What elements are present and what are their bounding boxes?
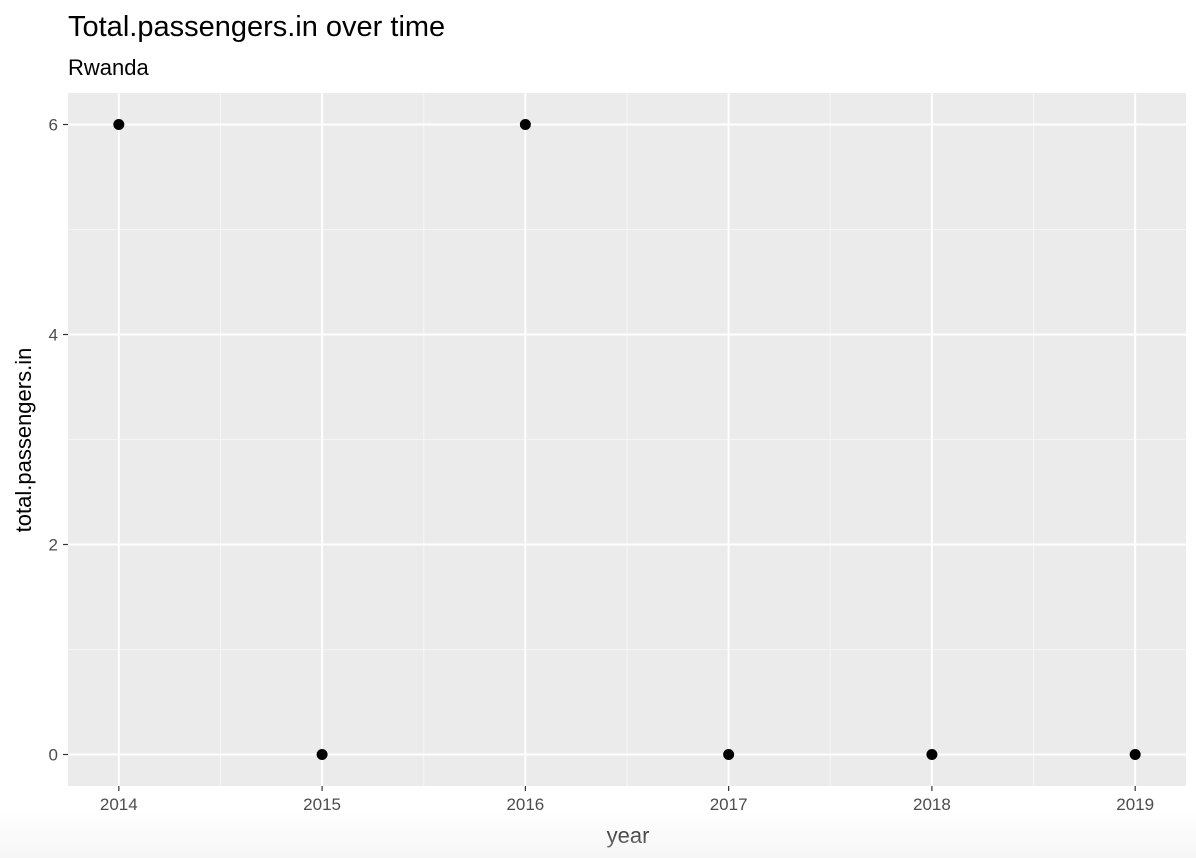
data-point	[519, 119, 531, 130]
data-point	[926, 749, 938, 760]
data-point	[723, 749, 735, 760]
y-tick-label: 2	[49, 536, 58, 555]
y-tick-label: 0	[49, 746, 58, 765]
minor-gridlines	[68, 93, 1186, 786]
major-gridlines	[68, 93, 1186, 786]
x-tick-label: 2018	[913, 795, 951, 814]
chart-title: Total.passengers.in over time	[68, 11, 445, 43]
x-axis-title: year	[607, 823, 650, 848]
x-tick-label: 2019	[1116, 795, 1154, 814]
data-point	[316, 749, 328, 760]
tick-labels: 2014 2015 2016 2017 2018 2019 0 2 4 6	[49, 116, 1155, 815]
y-tick-label: 4	[49, 326, 58, 345]
y-axis-title: total.passengers.in	[11, 348, 36, 533]
data-points	[113, 119, 1141, 760]
x-tick-label: 2015	[303, 795, 341, 814]
chart-subtitle: Rwanda	[68, 55, 149, 80]
axis-ticks	[63, 123, 1136, 791]
data-point	[1129, 749, 1141, 760]
x-tick-label: 2016	[506, 795, 544, 814]
x-tick-label: 2014	[100, 795, 138, 814]
x-tick-label: 2017	[710, 795, 748, 814]
data-point	[113, 119, 125, 130]
y-tick-label: 6	[49, 116, 58, 135]
